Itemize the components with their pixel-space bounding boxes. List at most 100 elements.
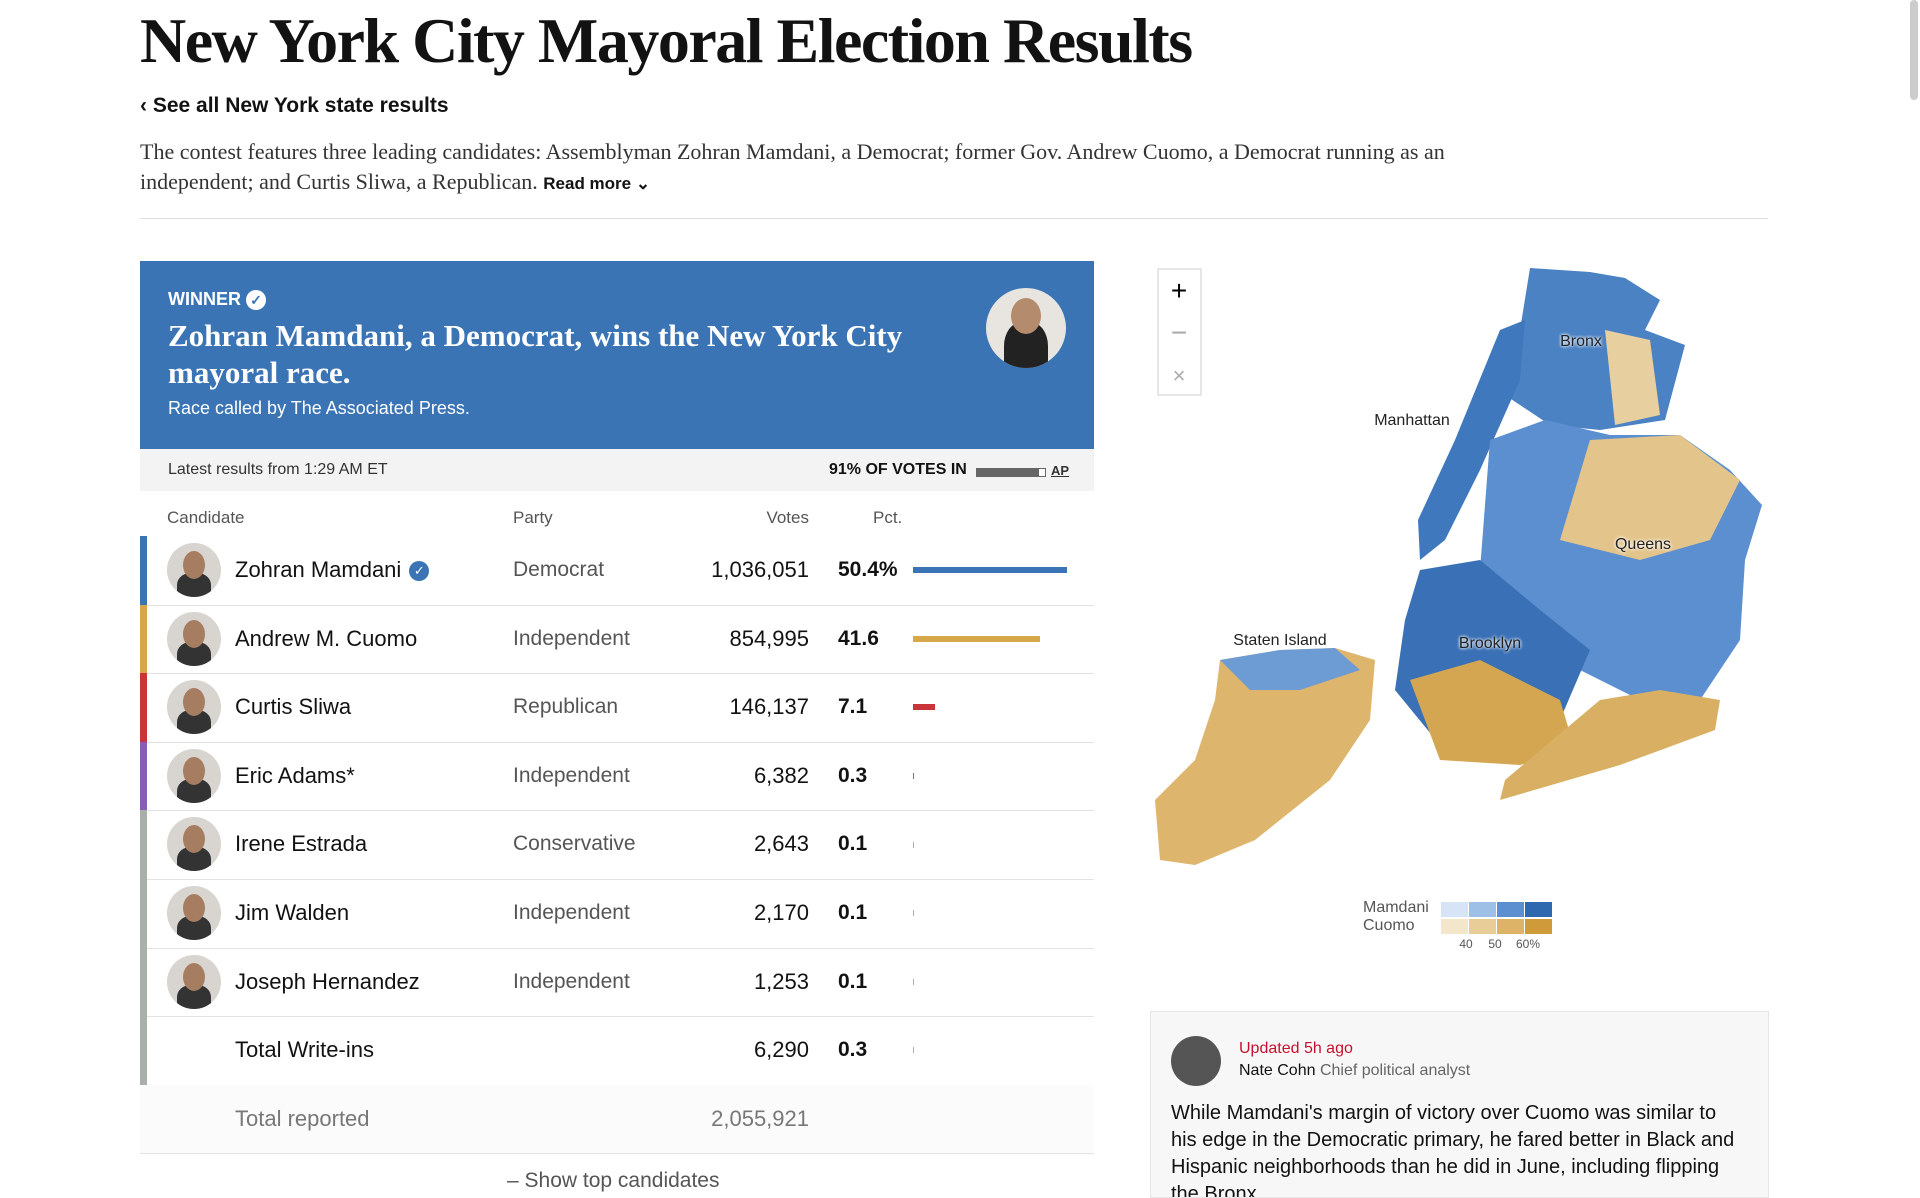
pct-bar (913, 773, 914, 779)
legend-swatch (1525, 902, 1552, 917)
votes: 6,382 (754, 742, 809, 811)
total-votes: 2,055,921 (711, 1085, 809, 1154)
candidate-photo (167, 680, 221, 734)
photo-head (183, 688, 205, 716)
winner-note: Race called by The Associated Press. (168, 398, 470, 419)
party-stripe (140, 879, 147, 949)
legend-swatch (1525, 919, 1552, 934)
map-label: Queens (1583, 536, 1703, 554)
total-label: Total reported (235, 1085, 370, 1154)
legend-tick: 50 (1480, 937, 1510, 951)
candidate-photo (167, 955, 221, 1009)
photo-head (183, 551, 205, 579)
toggle[interactable]: – Show top candidates (507, 1169, 719, 1193)
votes: 6,290 (754, 1016, 809, 1085)
reset[interactable]: × (1173, 363, 1186, 388)
photo-head (183, 963, 205, 991)
party: Independent (513, 879, 630, 948)
check-icon: ✓ (246, 290, 266, 310)
map-label: Bronx (1521, 333, 1641, 351)
pct-bar (913, 636, 1040, 642)
legend-tick: 40 (1451, 937, 1481, 951)
legend-swatch (1469, 919, 1496, 934)
photo-head (183, 620, 205, 648)
zoom-out[interactable]: − (1171, 317, 1187, 348)
votes: 2,170 (754, 879, 809, 948)
candidate-row: Zohran Mamdani✓ Democrat 1,036,051 50.4% (140, 536, 1094, 606)
candidate-name: Eric Adams* (235, 742, 355, 811)
legend-label: Mamdani (1363, 899, 1429, 917)
pct: 0.3 (838, 1016, 867, 1085)
map-label: Staten Island (1220, 632, 1340, 650)
pct: 0.1 (838, 810, 867, 879)
scrollbar[interactable] (1910, 0, 1918, 100)
reporting: 91% OF VOTES IN (829, 461, 967, 479)
legend-swatch (1469, 902, 1496, 917)
read-more-text: Read more (543, 174, 631, 193)
pct: 41.6 (838, 605, 879, 674)
party-stripe (140, 536, 147, 606)
photo-head (183, 894, 205, 922)
candidate-photo (167, 543, 221, 597)
description: The contest features three leading candi… (140, 137, 1500, 199)
votes: 1,253 (754, 948, 809, 1017)
candidate-photo (167, 612, 221, 666)
source: AP (1051, 463, 1069, 478)
pct: 50.4% (838, 536, 898, 605)
byline: Nate Cohn Chief political analyst (1239, 1062, 1470, 1080)
pct: 0.1 (838, 948, 867, 1017)
winner-label-text: WINNER (168, 289, 241, 309)
legend-label: Cuomo (1363, 917, 1415, 935)
votes: 2,643 (754, 810, 809, 879)
pct: 7.1 (838, 673, 867, 742)
pct: 0.1 (838, 879, 867, 948)
candidate-photo (167, 886, 221, 940)
party-stripe (140, 605, 147, 675)
column-header: Votes (766, 508, 809, 528)
candidate-name: Zohran Mamdani✓ (235, 536, 429, 605)
votes: 146,137 (729, 673, 809, 742)
read-more[interactable]: Read more ⌄ (543, 174, 650, 193)
party: Conservative (513, 810, 636, 879)
role: Chief political analyst (1320, 1062, 1470, 1079)
analysis-text: While Mamdani's margin of victory over C… (1171, 1100, 1741, 1198)
candidate-name: Total Write-ins (235, 1016, 374, 1085)
party-stripe (140, 1016, 147, 1086)
photo-head (183, 757, 205, 785)
candidate-photo (167, 749, 221, 803)
author-photo (1171, 1036, 1221, 1086)
map-label: Manhattan (1352, 412, 1472, 430)
winner-headline: Zohran Mamdani, a Democrat, wins the New… (168, 317, 928, 391)
winner-check: ✓ (409, 561, 429, 581)
votes: 1,036,051 (711, 536, 809, 605)
candidate-row: Jim Walden Independent 2,170 0.1 (140, 879, 1094, 949)
candidate-name: Irene Estrada (235, 810, 367, 879)
column-header: Pct. (873, 508, 902, 528)
candidate-row: Eric Adams* Independent 6,382 0.3 (140, 742, 1094, 812)
party: Republican (513, 673, 618, 742)
winner-box: WINNER ✓ Zohran Mamdani, a Democrat, win… (140, 261, 1094, 449)
legend-swatch (1497, 902, 1524, 917)
author: Nate Cohn (1239, 1062, 1316, 1079)
winner-photo (986, 288, 1066, 368)
party: Independent (513, 742, 630, 811)
map-label: Brooklyn (1430, 635, 1550, 653)
back-link[interactable]: ‹ See all New York state results (140, 94, 449, 118)
reporting-track (976, 468, 1046, 477)
party: Democrat (513, 536, 604, 605)
analysis-card: Updated 5h ago Nate Cohn Chief political… (1150, 1011, 1769, 1198)
photo-head (1011, 298, 1041, 334)
legend-swatch (1441, 919, 1468, 934)
column-header: Candidate (167, 508, 245, 528)
party-stripe (140, 948, 147, 1018)
candidate-name: Andrew M. Cuomo (235, 605, 417, 674)
pct: 0.3 (838, 742, 867, 811)
zoom-in[interactable]: + (1171, 275, 1187, 306)
status-bar: Latest results from 1:29 AM ET 91% OF VO… (140, 449, 1094, 491)
pct-bar (913, 704, 935, 710)
candidate-name: Jim Walden (235, 879, 349, 948)
updated: Updated 5h ago (1239, 1040, 1353, 1058)
